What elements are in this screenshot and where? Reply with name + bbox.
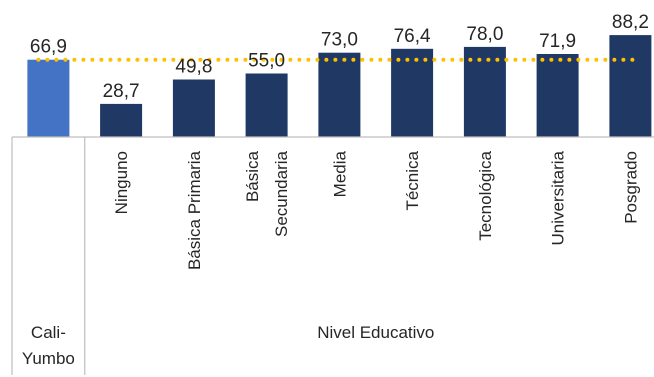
category-label-basica-secundaria-line2: Secundaria: [272, 150, 291, 237]
bar-media: [318, 52, 361, 138]
category-labels: Ninguno Básica Primaria Básica Secundaria Me…: [112, 150, 640, 270]
bar-tecnologica: [463, 46, 506, 137]
category-label-posgrado: Posgrado: [621, 151, 640, 224]
bar-cali-yumbo: [27, 59, 70, 138]
bar-universitaria: [536, 54, 579, 137]
bars-layer: [27, 35, 652, 138]
category-label-tecnica: Técnica: [403, 150, 422, 210]
category-label-cali-yumbo-line2: Yumbo: [22, 349, 75, 368]
category-label-ninguno: Ninguno: [112, 151, 131, 214]
group-label-nivel-educativo: Nivel Educativo: [317, 323, 434, 342]
value-label-cali-yumbo: 66,9: [30, 37, 67, 58]
value-label-basica-secundaria: 55,0: [248, 51, 285, 72]
group-labels: Cali- Yumbo Nivel Educativo: [22, 323, 434, 368]
value-label-ninguno: 28,7: [103, 81, 140, 102]
value-label-media: 73,0: [321, 30, 358, 51]
value-label-posgrado: 88,2: [612, 12, 649, 33]
value-labels: 66,9 28,7 49,8 55,0 73,0 76,4 78,0 71,9 88,2: [30, 12, 649, 102]
value-label-tecnica: 76,4: [394, 26, 431, 47]
bar-posgrado: [609, 35, 652, 137]
value-label-basica-primaria: 49,8: [175, 57, 212, 78]
category-axis: [11, 136, 654, 375]
bar-tecnica: [391, 48, 434, 137]
category-label-cali-yumbo-line1: Cali-: [31, 323, 66, 342]
value-label-universitaria: 71,9: [539, 31, 576, 52]
category-label-universitaria: Universitaria: [549, 150, 568, 245]
bar-basica-secundaria: [245, 73, 288, 137]
bar-basica-primaria: [172, 79, 215, 137]
category-label-tecnologica: Tecnológica: [476, 150, 495, 240]
category-label-basica-secundaria-line1: Básica: [243, 150, 262, 202]
category-label-basica-primaria: Básica Primaria: [185, 150, 204, 270]
category-label-media: Media: [330, 150, 349, 197]
bar-ninguno: [100, 103, 143, 137]
value-label-tecnologica: 78,0: [466, 24, 503, 45]
